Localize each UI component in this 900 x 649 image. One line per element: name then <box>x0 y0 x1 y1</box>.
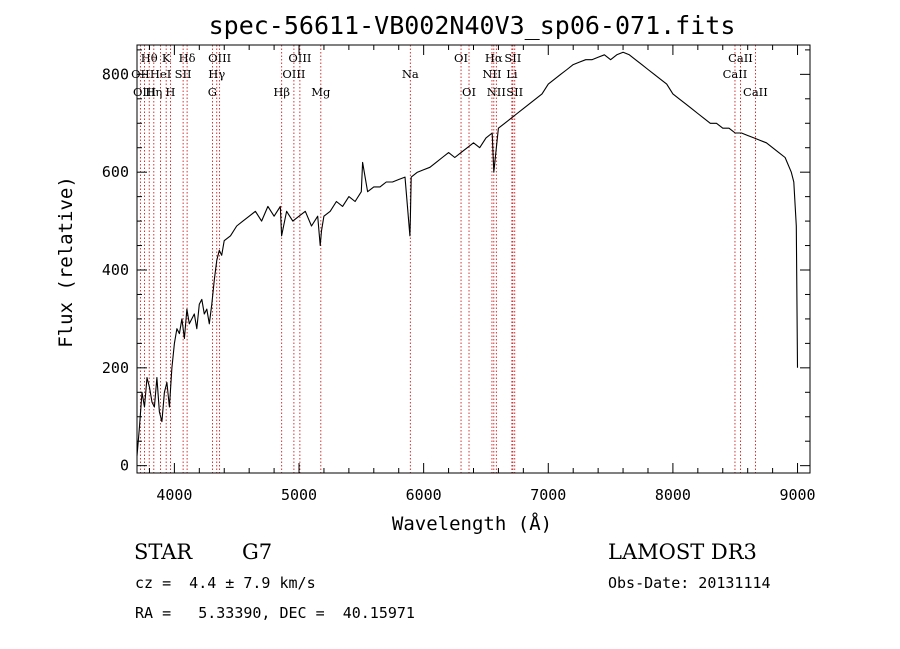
line-label-0: Hθ <box>141 51 158 65</box>
line-label-16: Na <box>402 67 419 81</box>
line-label-11: G <box>208 85 217 99</box>
line-label-5: K <box>162 51 171 65</box>
x-axis-label: Wavelength (Å) <box>392 512 552 535</box>
line-label-24: SII <box>506 85 523 99</box>
line-label-4: HeI <box>150 67 171 81</box>
line-label-7: SII <box>175 67 192 81</box>
line-label-22: SII <box>504 51 521 65</box>
plot-frame <box>136 44 811 474</box>
x-tick-label-7000: 7000 <box>530 486 566 504</box>
line-label-8: Hδ <box>179 51 196 65</box>
line-label-6: H <box>165 85 175 99</box>
y-tick-label-600: 600 <box>102 163 129 181</box>
x-tick-label-6000: 6000 <box>406 486 442 504</box>
redshift-readout: cz = 4.4 ± 7.9 km/s <box>135 574 316 592</box>
line-label-25: CaII <box>728 51 753 65</box>
y-tick-label-400: 400 <box>102 261 129 279</box>
line-label-9: OIII <box>208 51 231 65</box>
chart-title: spec-56611-VB002N40V3_sp06-071.fits <box>209 11 736 40</box>
spectrum-series <box>136 51 799 456</box>
line-label-23: Li <box>506 67 518 81</box>
spectral-line-markers <box>139 45 756 473</box>
line-label-14: OIII <box>282 67 305 81</box>
x-tick-label-5000: 5000 <box>281 486 317 504</box>
y-tick-label-0: 0 <box>120 457 129 475</box>
x-axis-ticks: 4000 5000 6000 7000 8000 9000 <box>148 45 816 504</box>
y-axis-ticks: 0 200 400 600 800 <box>102 49 810 475</box>
survey-name: LAMOST DR3 <box>608 540 757 564</box>
y-tick-label-200: 200 <box>102 359 129 377</box>
line-label-13: OIII <box>288 51 311 65</box>
x-tick-label-9000: 9000 <box>779 486 815 504</box>
line-label-10: Hγ <box>208 67 225 81</box>
line-label-20: NII <box>482 67 501 81</box>
spectral-subclass: G7 <box>242 540 273 564</box>
obs-date: Obs-Date: 20131114 <box>608 574 771 592</box>
line-label-3: Hη <box>145 85 162 99</box>
coordinates: RA = 5.33390, DEC = 40.15971 <box>135 604 415 622</box>
line-label-27: CaII <box>743 85 768 99</box>
line-label-18: OI <box>462 85 476 99</box>
line-label-12: Hβ <box>273 85 290 99</box>
spectrum-line <box>136 51 799 456</box>
line-label-21: NII <box>487 85 506 99</box>
line-label-19: Hα <box>485 51 503 65</box>
line-label-2: OIII <box>133 85 156 99</box>
y-tick-label-800: 800 <box>102 65 129 83</box>
line-label-15: Mg <box>311 85 331 99</box>
line-label-26: CaII <box>723 67 748 81</box>
x-tick-label-8000: 8000 <box>655 486 691 504</box>
object-class: STAR <box>134 540 193 564</box>
line-label-17: OI <box>454 51 468 65</box>
x-tick-label-4000: 4000 <box>156 486 192 504</box>
y-axis-label: Flux (relative) <box>55 176 77 348</box>
